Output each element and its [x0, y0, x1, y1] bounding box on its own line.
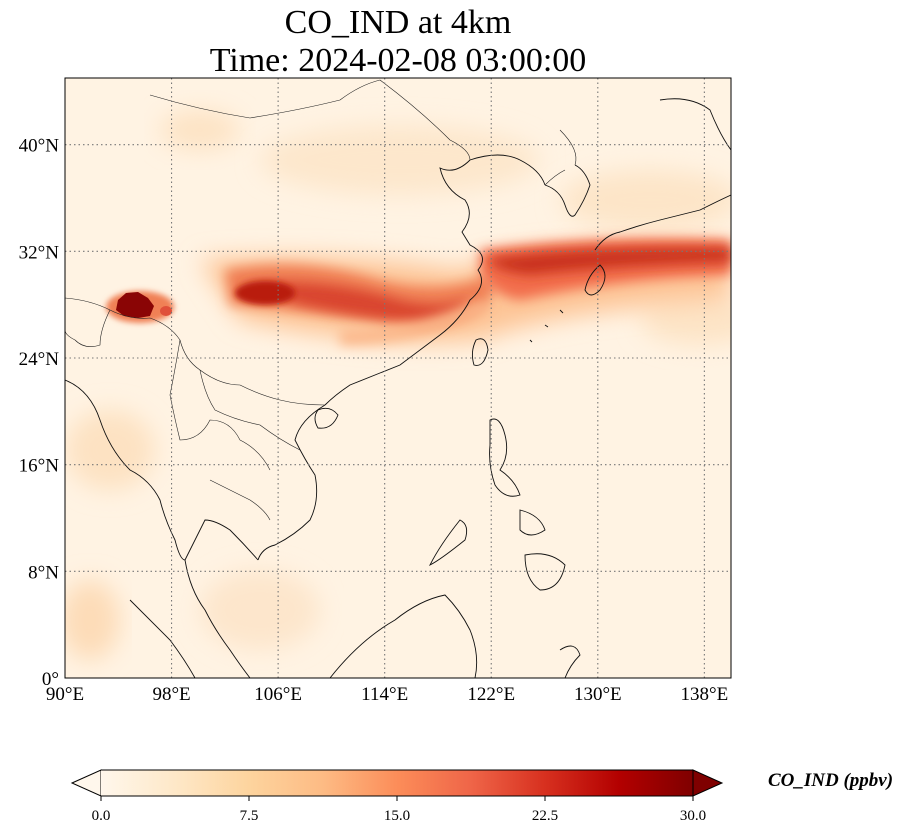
haze-patch	[560, 170, 731, 230]
colorbar-label: CO_IND (ppbv)	[768, 770, 894, 791]
concentration-field	[65, 79, 731, 678]
colorbar-tick-label: 30.0	[680, 808, 706, 824]
plume-core	[240, 282, 470, 322]
hotspot-core	[116, 292, 154, 318]
haze-patch	[65, 580, 120, 660]
y-tick-label: 40°N	[19, 136, 60, 157]
map-subtitle: Time: 2024-02-08 03:00:00	[209, 42, 587, 79]
gridlines	[65, 78, 731, 678]
colorbar-tick-label: 22.5	[532, 808, 558, 824]
haze-patch	[260, 125, 540, 195]
plume-streak	[340, 300, 490, 345]
x-tick-label: 106°E	[254, 684, 302, 705]
colorbar-extend-max	[692, 769, 724, 797]
plume-core	[235, 281, 295, 305]
y-tick-label: 24°N	[19, 349, 60, 370]
y-tick-label: 32°N	[19, 242, 60, 263]
x-tick-label: 130°E	[574, 684, 622, 705]
haze-patch	[65, 410, 155, 490]
haze-patch	[200, 570, 320, 650]
y-tick-label: 0°	[42, 669, 59, 690]
colorbar-tick-label: 15.0	[384, 808, 410, 824]
x-tick-label: 122°E	[467, 684, 515, 705]
y-tick-label: 16°N	[19, 456, 60, 477]
hotspot-satellite	[160, 306, 172, 316]
y-tick-labels: 0° 8°N 16°N 24°N 32°N 40°N	[19, 136, 60, 690]
map-title: CO_IND at 4km	[284, 4, 512, 41]
colorbar-gradient	[101, 770, 693, 796]
plume-east-core	[490, 247, 731, 275]
x-tick-label: 98°E	[152, 684, 190, 705]
colorbar: 0.0 7.5 15.0 22.5 30.0	[70, 769, 724, 824]
y-tick-label: 8°N	[28, 562, 59, 583]
x-tick-label: 90°E	[46, 684, 84, 705]
haze-patch	[640, 295, 731, 345]
colorbar-ticks: 0.0 7.5 15.0 22.5 30.0	[92, 796, 706, 824]
map-frame	[64, 77, 732, 679]
colorbar-extend-min	[70, 769, 102, 797]
x-tick-labels: 90°E 98°E 106°E 114°E 122°E 130°E 138°E	[46, 684, 728, 705]
x-tick-label: 114°E	[361, 684, 408, 705]
x-tick-label: 138°E	[681, 684, 729, 705]
haze-patch	[160, 110, 240, 150]
colorbar-tick-label: 0.0	[92, 808, 111, 824]
coastlines	[65, 98, 731, 678]
colorbar-tick-label: 7.5	[240, 808, 259, 824]
